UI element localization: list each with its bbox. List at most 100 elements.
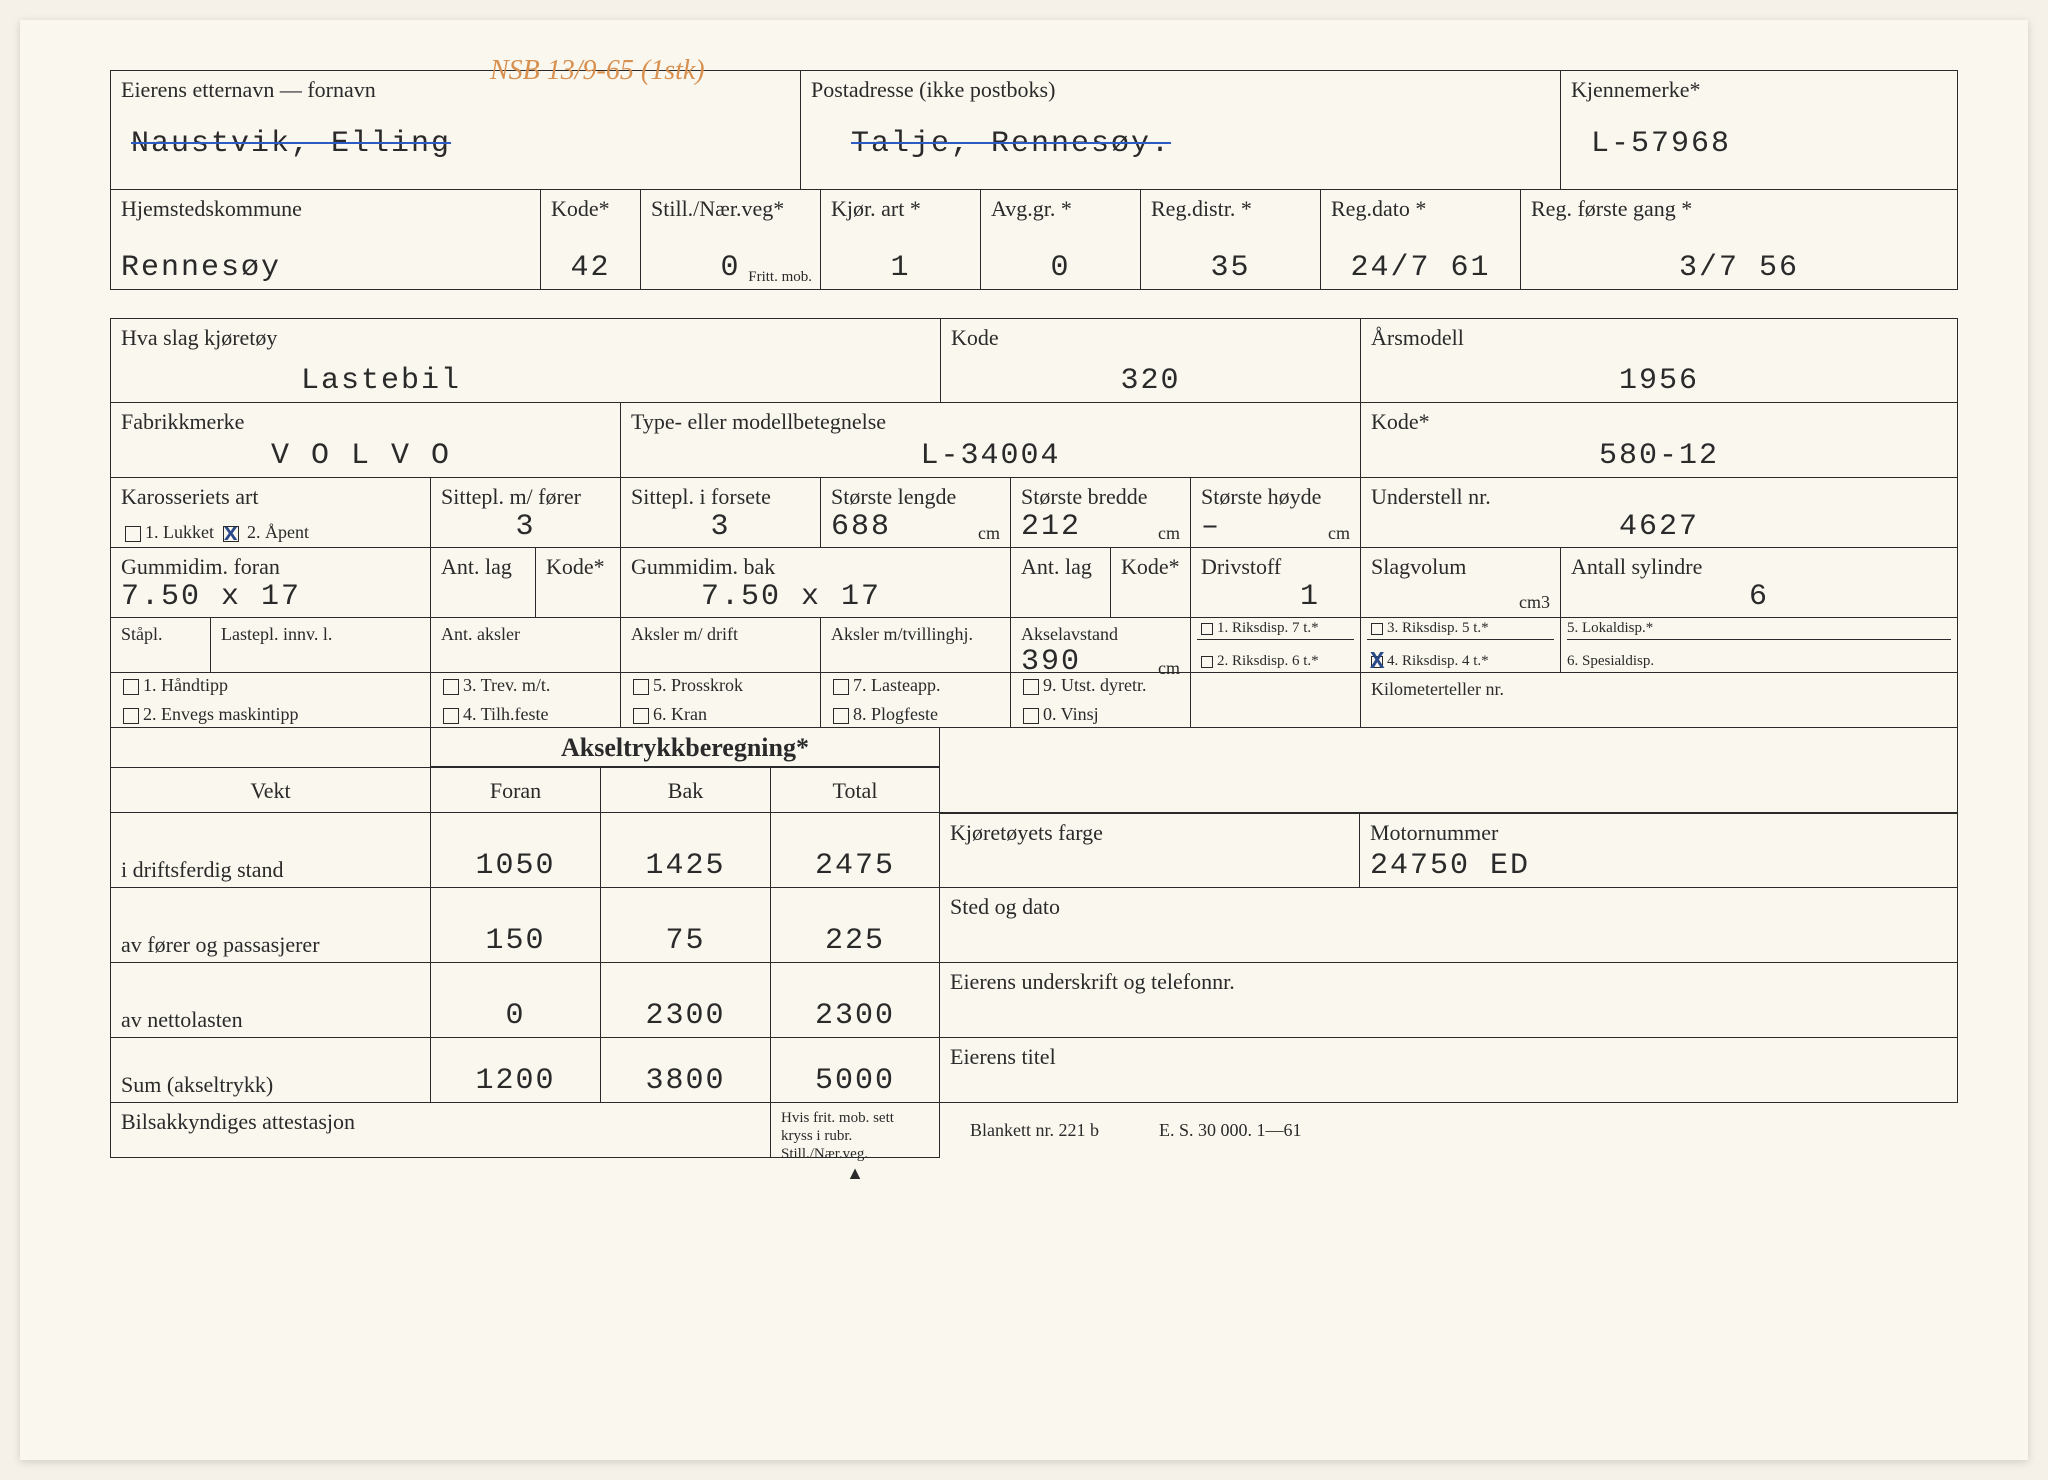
empty-cell bbox=[1191, 673, 1361, 727]
r4-t-value: 5000 bbox=[781, 1064, 929, 1098]
r3-t-value: 2300 bbox=[781, 999, 929, 1033]
r4-b: 3800 bbox=[601, 1038, 771, 1102]
calc-table: Akseltrykkberegning* Vekt Foran Bak Tota… bbox=[110, 728, 940, 1158]
riks56-cell: 5. Lokaldisp.* 6. Spesialdisp. bbox=[1561, 618, 1957, 672]
modeldes-value: L-34004 bbox=[631, 439, 1350, 473]
footer-row: Blankett nr. 221 b E. S. 30 000. 1—61 bbox=[940, 1103, 1958, 1158]
kommune-value: Rennesøy bbox=[121, 251, 530, 285]
kode-label: Kode* bbox=[551, 196, 630, 222]
kode3-cell: Kode* 580-12 bbox=[1361, 403, 1957, 477]
r1-label: i driftsferdig stand bbox=[121, 857, 420, 883]
opt90-cell: 9. Utst. dyretr. 0. Vinsj bbox=[1011, 673, 1191, 727]
avg-label: Avg.gr. * bbox=[991, 196, 1130, 222]
height-value: – bbox=[1201, 510, 1221, 544]
r3-b-value: 2300 bbox=[611, 999, 760, 1033]
tyref-label: Gummidim. foran bbox=[121, 554, 420, 580]
tyrer-value: 7.50 x 17 bbox=[631, 580, 1000, 614]
right-column: Kjøretøyets farge Motornummer 24750 ED S… bbox=[940, 728, 1958, 1158]
riks6: 6. Spesialdisp. bbox=[1567, 653, 1654, 669]
fuel-value: 1 bbox=[1201, 580, 1350, 614]
riks3: 3. Riksdisp. 5 t.* bbox=[1387, 620, 1489, 636]
r2-t: 225 bbox=[771, 888, 939, 962]
owner-name-value: Naustvik, Elling bbox=[121, 127, 790, 161]
titel-cell: Eierens titel bbox=[940, 1038, 1957, 1102]
tyrer-label: Gummidim. bak bbox=[631, 554, 1000, 580]
opt56-cell: 5. Prosskrok 6. Kran bbox=[621, 673, 821, 727]
opt5: 5. Prosskrok bbox=[653, 675, 743, 695]
kode-value: 42 bbox=[551, 251, 630, 285]
kode4-label: Kode* bbox=[546, 554, 610, 580]
h-vekt-label: Vekt bbox=[121, 778, 420, 804]
opt3: 3. Trev. m/t. bbox=[463, 675, 550, 695]
r1-label-cell: i driftsferdig stand bbox=[111, 813, 431, 887]
stapl-label: Ståpl. bbox=[121, 624, 200, 645]
vehicletype-value: Lastebil bbox=[121, 364, 930, 398]
sign-cell: Eierens underskrift og telefonnr. bbox=[940, 963, 1957, 1037]
kaross-opt2: 2. Åpent bbox=[247, 522, 309, 542]
cyl-label: Antall sylindre bbox=[1571, 554, 1947, 580]
r3-f-value: 0 bbox=[441, 999, 590, 1033]
frontseats-value: 3 bbox=[631, 510, 810, 544]
lastepl-label: Lastepl. innv. l. bbox=[221, 624, 420, 645]
aksdrift-cell: Aksler m/ drift bbox=[621, 618, 821, 672]
riks4: 4. Riksdisp. 4 t.* bbox=[1387, 653, 1489, 669]
r3-label: av nettolasten bbox=[121, 1007, 420, 1033]
akselavs-label: Akselavstand bbox=[1021, 624, 1180, 645]
opt0: 0. Vinsj bbox=[1043, 704, 1099, 724]
regfirst-label: Reg. første gang * bbox=[1531, 196, 1947, 222]
make-label: Fabrikkmerke bbox=[121, 409, 610, 435]
antlag2-cell: Ant. lag bbox=[1011, 548, 1111, 617]
opt7: 7. Lasteapp. bbox=[853, 675, 940, 695]
seats-value: 3 bbox=[441, 510, 610, 544]
r1-t-value: 2475 bbox=[781, 849, 929, 883]
riks1: 1. Riksdisp. 7 t.* bbox=[1217, 620, 1319, 636]
kode2-cell: Kode 320 bbox=[941, 319, 1361, 402]
akstvil-label: Aksler m/tvillinghj. bbox=[831, 624, 1000, 645]
h-vekt: Vekt bbox=[111, 768, 431, 812]
riks34-cell: 3. Riksdisp. 5 t.* X4. Riksdisp. 4 t.* bbox=[1361, 618, 1561, 672]
length-value: 688 bbox=[831, 510, 891, 544]
regdistr-value: 35 bbox=[1151, 251, 1310, 285]
width-cell: Største bredde 212cm bbox=[1011, 478, 1191, 547]
chassis-label: Understell nr. bbox=[1371, 484, 1947, 510]
sign-label: Eierens underskrift og telefonnr. bbox=[950, 969, 1947, 995]
r1-t: 2475 bbox=[771, 813, 939, 887]
still-sub: Fritt. mob. bbox=[748, 270, 812, 285]
antaksler-label: Ant. aksler bbox=[441, 624, 610, 645]
address-value: Talje, Rennesøy. bbox=[811, 127, 1550, 161]
kommune-label: Hjemstedskommune bbox=[121, 196, 530, 222]
antaksler-cell: Ant. aksler bbox=[431, 618, 621, 672]
width-label: Største bredde bbox=[1021, 484, 1180, 510]
r4-label: Sum (akseltrykk) bbox=[121, 1072, 420, 1098]
plate-value: L-57968 bbox=[1571, 127, 1947, 161]
r4-t: 5000 bbox=[771, 1038, 939, 1102]
kode3-label: Kode* bbox=[1371, 409, 1947, 435]
regdistr-cell: Reg.distr. * 35 bbox=[1141, 190, 1321, 289]
fritmob-text: Hvis frit. mob. sett kryss i rubr. Still… bbox=[781, 1109, 929, 1163]
length-label: Største lengde bbox=[831, 484, 1000, 510]
opt2: 2. Envegs maskintipp bbox=[143, 704, 299, 724]
riks12-cell: 1. Riksdisp. 7 t.* 2. Riksdisp. 6 t.* bbox=[1191, 618, 1361, 672]
r3-f: 0 bbox=[431, 963, 601, 1037]
antlag1-cell: Ant. lag bbox=[431, 548, 536, 617]
owner-name-label: Eierens etternavn — fornavn bbox=[121, 77, 790, 103]
sted-label: Sted og dato bbox=[950, 894, 1947, 920]
r1-b: 1425 bbox=[601, 813, 771, 887]
slagvolum-unit: cm3 bbox=[1371, 592, 1550, 613]
stapl-cell: Ståpl. bbox=[111, 618, 211, 672]
opt78-cell: 7. Lasteapp. 8. Plogfeste bbox=[821, 673, 1011, 727]
kode2-value: 320 bbox=[951, 364, 1350, 398]
height-label: Største høyde bbox=[1201, 484, 1350, 510]
h-foran: Foran bbox=[431, 768, 601, 812]
fuel-cell: Drivstoff 1 bbox=[1191, 548, 1361, 617]
r4-f-value: 1200 bbox=[441, 1064, 590, 1098]
make-cell: Fabrikkmerke V O L V O bbox=[111, 403, 621, 477]
opt8: 8. Plogfeste bbox=[853, 704, 938, 724]
r2-f: 150 bbox=[431, 888, 601, 962]
akselavs-cell: Akselavstand 390cm bbox=[1011, 618, 1191, 672]
address-cell: Postadresse (ikke postboks) Talje, Renne… bbox=[801, 71, 1561, 189]
motor-value: 24750 ED bbox=[1370, 849, 1947, 883]
regdato-label: Reg.dato * bbox=[1331, 196, 1510, 222]
riks2: 2. Riksdisp. 6 t.* bbox=[1217, 653, 1319, 669]
kaross-label: Karosseriets art bbox=[121, 484, 420, 510]
